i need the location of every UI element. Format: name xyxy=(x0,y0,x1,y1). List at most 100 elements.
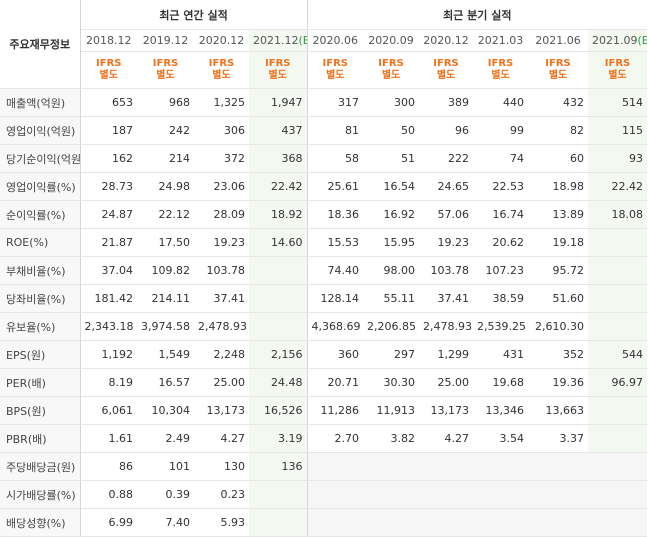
annual-cell: 1,192 xyxy=(80,340,137,369)
annual-cell: 214 xyxy=(137,144,194,173)
quarter-cell: 15.95 xyxy=(363,228,420,257)
annual-cell: 2,343.18 xyxy=(80,312,137,341)
quarter-cell: 19.68 xyxy=(473,368,529,397)
annual-cell: 19.23 xyxy=(194,228,249,257)
annual-cell: 242 xyxy=(137,116,194,145)
quarter-cell: 115 xyxy=(588,116,648,145)
quarter-cell: 18.36 xyxy=(307,200,364,229)
annual-cell: 5.93 xyxy=(194,508,249,537)
quarter-cell xyxy=(473,508,529,537)
quarter-cell: 4.27 xyxy=(419,424,474,453)
table-row: 당기순이익(억원) 162 214 372 368 58 51 222 74 60 93 xyxy=(0,144,648,173)
annual-cell: 109.82 xyxy=(137,256,194,285)
quarter-cell: 13.89 xyxy=(528,200,589,229)
annual-cell: 1.61 xyxy=(80,424,137,453)
ifrs-label: IFRS 별도 xyxy=(528,51,589,89)
row-label: BPS(원) xyxy=(0,396,81,425)
quarter-cell: 3.54 xyxy=(473,424,529,453)
period-header: 2019.12 xyxy=(137,29,194,52)
annual-cell: 37.41 xyxy=(194,284,249,313)
annual-cell: 25.00 xyxy=(194,368,249,397)
table-row: EPS(원) 1,192 1,549 2,248 2,156 360 297 1,299 431… xyxy=(0,340,648,369)
quarter-cell: 55.11 xyxy=(363,284,420,313)
quarter-cell: 544 xyxy=(588,340,648,369)
table-row: 부채비율(%) 37.04 109.82 103.78 74.40 98.00 103.78… xyxy=(0,256,648,285)
quarter-cell xyxy=(473,452,529,481)
quarter-cell: 2,539.25 xyxy=(473,312,529,341)
annual-cell xyxy=(249,256,308,285)
annual-cell: 2,478.93 xyxy=(194,312,249,341)
annual-cell: 162 xyxy=(80,144,137,173)
quarter-cell: 15.53 xyxy=(307,228,364,257)
period-header-estimate: 2021.12(E) xyxy=(249,29,308,52)
table-row: 영업이익(억원) 187 242 306 437 81 50 96 99 82 115 xyxy=(0,116,648,145)
table-row: PBR(배) 1.61 2.49 4.27 3.19 2.70 3.82 4.27 3.54 3.… xyxy=(0,424,648,453)
quarter-cell: 16.74 xyxy=(473,200,529,229)
annual-cell: 2.49 xyxy=(137,424,194,453)
quarter-cell: 57.06 xyxy=(419,200,474,229)
annual-cell: 3.19 xyxy=(249,424,308,453)
annual-cell: 37.04 xyxy=(80,256,137,285)
annual-cell: 24.87 xyxy=(80,200,137,229)
annual-cell: 103.78 xyxy=(194,256,249,285)
quarter-cell: 300 xyxy=(363,88,420,117)
quarter-cell: 440 xyxy=(473,88,529,117)
quarter-cell: 24.65 xyxy=(419,172,474,201)
annual-cell: 368 xyxy=(249,144,308,173)
period-header-estimate: 2021.09(E) xyxy=(588,29,648,52)
quarter-cell xyxy=(588,312,648,341)
quarter-cell: 30.30 xyxy=(363,368,420,397)
annual-cell: 22.12 xyxy=(137,200,194,229)
quarter-cell: 25.61 xyxy=(307,172,364,201)
row-label: PBR(배) xyxy=(0,424,81,453)
annual-group-title: 최근 연간 실적 xyxy=(80,0,308,30)
row-label: 매출액(억원) xyxy=(0,88,81,117)
annual-cell: 17.50 xyxy=(137,228,194,257)
annual-cell: 136 xyxy=(249,452,308,481)
annual-cell: 1,947 xyxy=(249,88,308,117)
row-label: 시가배당률(%) xyxy=(0,480,81,509)
annual-cell: 4.27 xyxy=(194,424,249,453)
quarter-cell: 16.92 xyxy=(363,200,420,229)
annual-cell: 0.88 xyxy=(80,480,137,509)
quarter-cell: 2.70 xyxy=(307,424,364,453)
quarter-cell: 1,299 xyxy=(419,340,474,369)
table-row: 주당배당금(원) 86 101 130 136 xyxy=(0,452,648,481)
quarter-cell: 98.00 xyxy=(363,256,420,285)
annual-cell xyxy=(249,480,308,509)
annual-cell: 6.99 xyxy=(80,508,137,537)
table-row: 배당성향(%) 6.99 7.40 5.93 xyxy=(0,508,648,537)
table-row: BPS(원) 6,061 10,304 13,173 16,526 11,286 11,91… xyxy=(0,396,648,425)
quarter-cell: 11,913 xyxy=(363,396,420,425)
quarter-cell: 4,368.69 xyxy=(307,312,364,341)
quarter-cell: 128.14 xyxy=(307,284,364,313)
quarter-cell xyxy=(363,508,420,537)
annual-cell: 23.06 xyxy=(194,172,249,201)
quarter-cell: 50 xyxy=(363,116,420,145)
quarter-cell: 93 xyxy=(588,144,648,173)
quarter-cell: 431 xyxy=(473,340,529,369)
quarter-cell: 2,206.85 xyxy=(363,312,420,341)
annual-cell: 28.09 xyxy=(194,200,249,229)
quarter-cell xyxy=(588,424,648,453)
table-row: 유보율(%) 2,343.18 3,974.58 2,478.93 4,368.69 2,… xyxy=(0,312,648,341)
quarter-cell: 360 xyxy=(307,340,364,369)
annual-cell: 24.48 xyxy=(249,368,308,397)
annual-cell xyxy=(249,312,308,341)
quarter-cell: 11,286 xyxy=(307,396,364,425)
annual-cell: 130 xyxy=(194,452,249,481)
quarter-group-title: 최근 분기 실적 xyxy=(307,0,648,30)
quarter-cell xyxy=(307,508,364,537)
quarter-cell xyxy=(588,396,648,425)
quarter-cell xyxy=(588,452,648,481)
table-row: 당좌비율(%) 181.42 214.11 37.41 128.14 55.11 37.41… xyxy=(0,284,648,313)
ifrs-label: IFRS 별도 xyxy=(194,51,249,89)
quarter-cell: 20.62 xyxy=(473,228,529,257)
quarter-cell: 96.97 xyxy=(588,368,648,397)
period-header: 2021.03 xyxy=(473,29,529,52)
quarter-cell: 22.42 xyxy=(588,172,648,201)
annual-cell: 653 xyxy=(80,88,137,117)
period-header: 2020.09 xyxy=(363,29,420,52)
annual-cell: 0.23 xyxy=(194,480,249,509)
